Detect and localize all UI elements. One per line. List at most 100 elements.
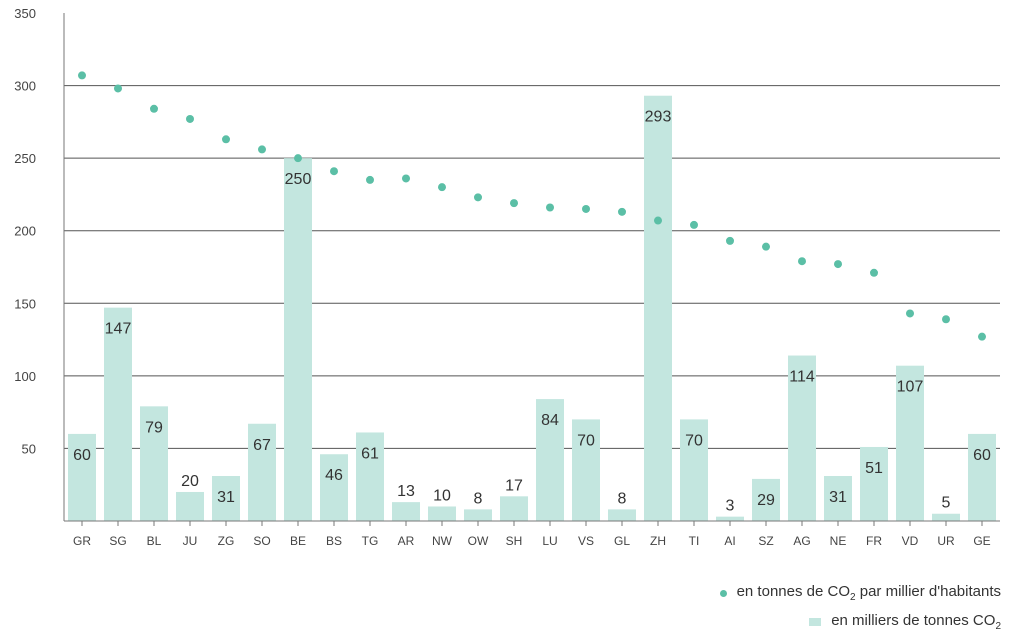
x-tick-label: UR — [937, 534, 955, 548]
per-capita-dot — [546, 203, 554, 212]
x-tick-label: AR — [398, 534, 415, 548]
bar — [644, 95, 672, 521]
bar-value-label: 29 — [757, 492, 775, 509]
bar-value-label: 60 — [73, 447, 91, 464]
per-capita-dot — [762, 242, 770, 251]
x-tick-label: GR — [73, 534, 91, 548]
bar-value-label: 3 — [726, 498, 735, 515]
x-tick-label: SZ — [758, 534, 773, 548]
x-tick-label: TG — [362, 534, 379, 548]
per-capita-dot — [618, 207, 626, 216]
bar-value-label: 114 — [789, 369, 815, 386]
bar-value-label: 70 — [577, 432, 595, 449]
bar-value-label: 147 — [105, 321, 132, 338]
per-capita-dot — [654, 216, 662, 225]
bar-value-label: 10 — [433, 487, 451, 504]
bar — [932, 513, 960, 521]
bar — [500, 496, 528, 521]
bar-value-label: 8 — [474, 490, 483, 507]
legend-dots-label: en tonnes de CO2 par millier d'habitants — [736, 583, 1001, 603]
bar — [320, 454, 348, 521]
dot-layer — [78, 71, 986, 341]
x-tick-label: ZG — [218, 534, 235, 548]
y-tick-label: 50 — [22, 441, 36, 456]
x-tick-label: SG — [109, 534, 126, 548]
legend-dot-swatch — [719, 589, 727, 597]
bar-value-label: 46 — [325, 467, 343, 484]
per-capita-dot — [150, 104, 158, 113]
bar — [104, 307, 132, 521]
x-tick-label: NW — [432, 534, 453, 548]
per-capita-dot — [978, 332, 986, 341]
x-tick-label: ZH — [650, 534, 666, 548]
bar — [248, 423, 276, 521]
bar-value-label: 79 — [145, 419, 163, 436]
legend-item-bars: en milliers de tonnes CO2 — [809, 612, 1001, 632]
x-tick-label: GE — [973, 534, 990, 548]
x-tick-label: VD — [902, 534, 919, 548]
bar — [896, 365, 924, 521]
bar — [968, 433, 996, 521]
x-tick-label: TI — [689, 534, 700, 548]
per-capita-dot — [366, 175, 374, 184]
bar-value-label: 31 — [829, 489, 847, 506]
per-capita-dot — [834, 260, 842, 269]
bar — [392, 502, 420, 521]
bar-value-label: 8 — [618, 490, 627, 507]
x-tick-label: AG — [793, 534, 810, 548]
bar — [824, 476, 852, 521]
x-tick-label: LU — [542, 534, 557, 548]
x-tick-label: OW — [468, 534, 489, 548]
bar — [68, 433, 96, 521]
per-capita-dot — [906, 309, 914, 318]
bar — [536, 399, 564, 521]
bar-layer — [68, 95, 996, 521]
per-capita-dot — [294, 154, 302, 163]
x-tick-label: VS — [578, 534, 594, 548]
bar — [788, 355, 816, 521]
y-tick-label: 150 — [14, 296, 36, 311]
per-capita-dot — [582, 204, 590, 213]
bar — [680, 419, 708, 521]
per-capita-dot — [438, 183, 446, 192]
bar-value-label: 67 — [253, 437, 271, 454]
per-capita-dot — [258, 145, 266, 154]
x-tick-label: FR — [866, 534, 882, 548]
legend-bar-swatch — [809, 618, 822, 626]
per-capita-dot — [186, 114, 194, 123]
x-tick-label: BL — [147, 534, 162, 548]
per-capita-dot — [942, 315, 950, 324]
bar-value-label: 250 — [285, 171, 312, 188]
per-capita-dot — [870, 268, 878, 277]
x-tick-label: JU — [183, 534, 198, 548]
x-tick-label: BS — [326, 534, 342, 548]
per-capita-dot — [726, 236, 734, 245]
per-capita-dot — [474, 193, 482, 202]
x-tick-label: SH — [506, 534, 523, 548]
y-tick-label: 350 — [14, 6, 36, 21]
per-capita-dot — [330, 167, 338, 176]
bar — [608, 509, 636, 521]
per-capita-dot — [510, 199, 518, 208]
chart-area: 60 147 79 20 31 67 250 46 61 13 10 8 17 84 70 8 293 70 3 29… — [14, 6, 1000, 548]
bar-value-label: 84 — [541, 412, 559, 429]
grid-layer — [64, 85, 1000, 449]
bar-value-label: 60 — [973, 447, 991, 464]
bar — [284, 158, 312, 521]
x-tick-label: BE — [290, 534, 306, 548]
y-tick-label: 100 — [14, 369, 36, 384]
y-tick-label: 250 — [14, 151, 36, 166]
label-layer: 60 147 79 20 31 67 250 46 61 13 10 8 17 84 70 8 293 70 3 29… — [73, 109, 991, 515]
per-capita-dot — [222, 135, 230, 144]
per-capita-dot — [78, 71, 86, 80]
per-capita-dot — [114, 84, 122, 93]
x-tick-label: NE — [830, 534, 847, 548]
y-tick-label: 200 — [14, 224, 36, 239]
bar — [212, 476, 240, 521]
bar — [356, 432, 384, 521]
bar — [176, 491, 204, 521]
bar — [464, 509, 492, 521]
bar-value-label: 13 — [397, 483, 415, 500]
bar — [140, 406, 168, 521]
legend-bars-label: en milliers de tonnes CO2 — [831, 612, 1001, 632]
